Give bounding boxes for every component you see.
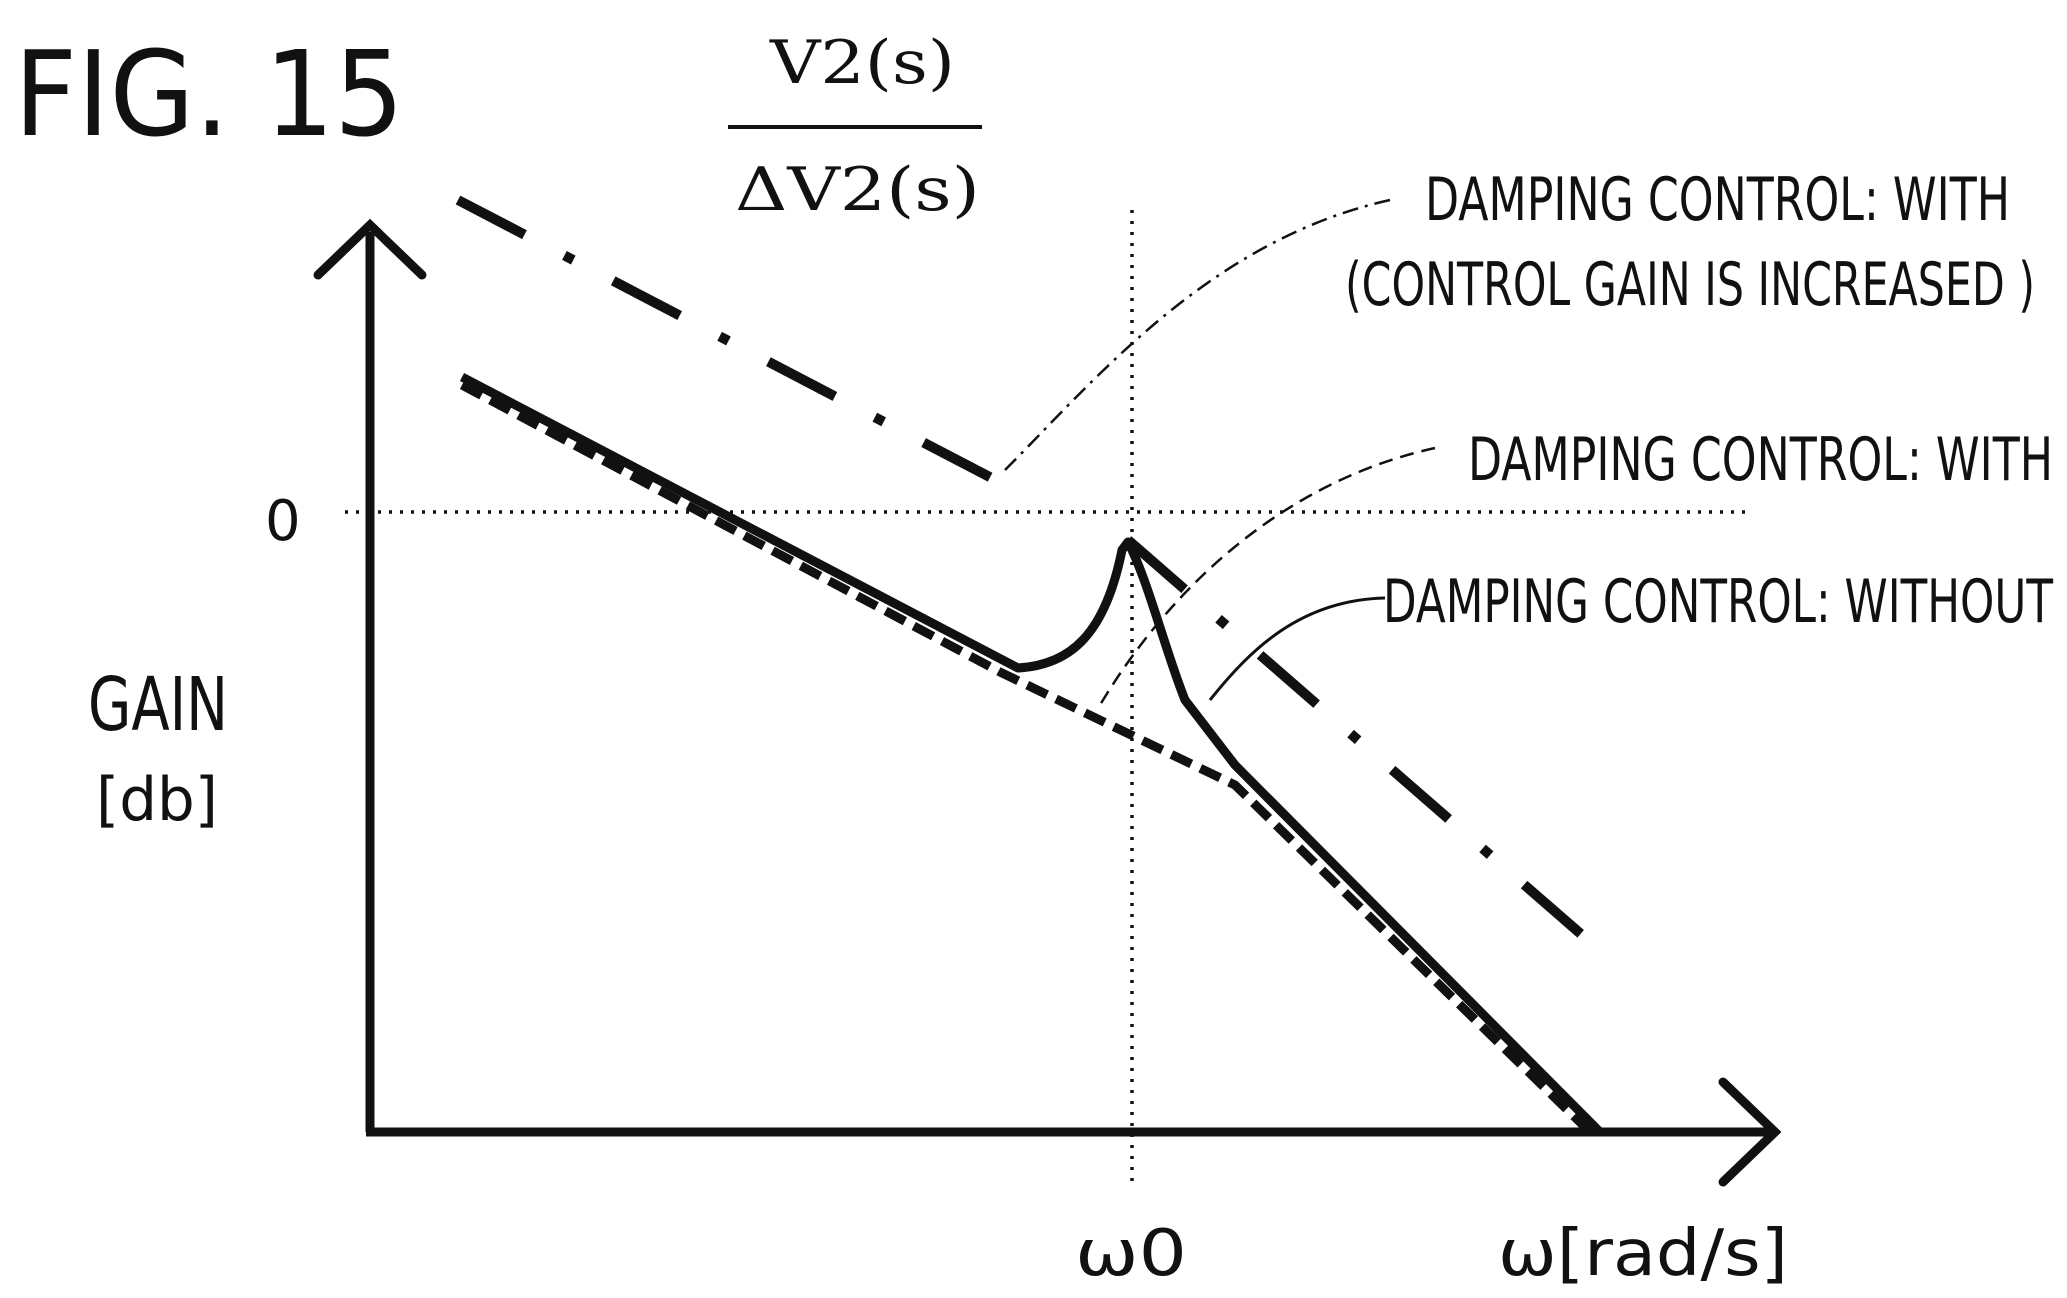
leader-line-with (1098, 446, 1436, 706)
fraction-numerator: V2(s) (769, 28, 955, 98)
y-axis-label: GAIN (88, 662, 228, 748)
x-axis-label: ω[rad/s] (1498, 1217, 1788, 1291)
curve-damping-with (459, 373, 1604, 1136)
leader-line-with-increased (1004, 198, 1391, 471)
curve-damping-with-increased-gain (455, 195, 1008, 490)
label-with-increased-line1: DAMPING CONTROL: WITH (1425, 165, 2010, 235)
fraction-denominator: ΔV2(s) (735, 155, 980, 225)
label-damping-without: DAMPING CONTROL: WITHOUT (1383, 567, 2053, 637)
curve-damping-without (459, 381, 1594, 1136)
omega0-label: ω0 (1075, 1217, 1187, 1291)
y-axis-unit: [db] (96, 765, 218, 835)
figure-title: FIG. 15 (14, 25, 404, 163)
x-axis-arrowhead (1718, 1077, 1782, 1187)
leader-line-without (1208, 596, 1386, 701)
curve-damping-with-increased-gain-high (1124, 536, 1609, 959)
y-zero-label: 0 (265, 489, 301, 554)
label-damping-with: DAMPING CONTROL: WITH (1468, 425, 2053, 495)
label-with-increased-line2: (CONTROL GAIN IS INCREASED ) (1345, 250, 2035, 320)
y-axis-arrowhead (313, 218, 427, 280)
